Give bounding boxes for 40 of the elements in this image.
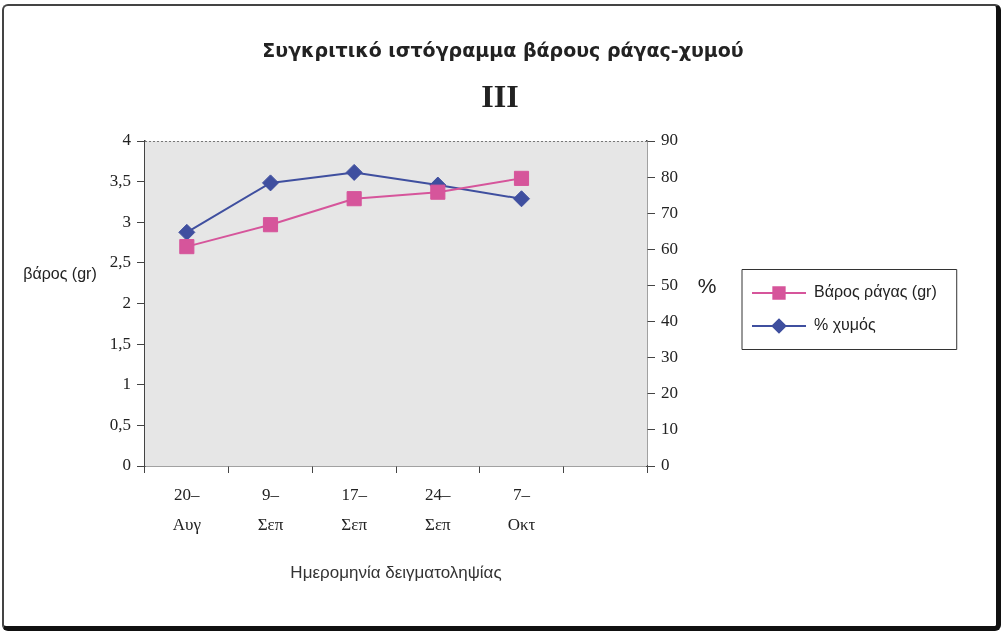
y-tick-label: 4 [122,130,132,150]
x-tick-label: 9– Σεπ [257,485,284,535]
y-tick-label: 2,5 [109,252,131,272]
chart-title: Συγκριτικό ιστόγραμμα βάρους ράγας-χυμού [262,38,744,61]
x-tick-label: 7– Οκτ [507,485,536,535]
legend-label: Βάρος ράγας (gr) [814,283,937,301]
y2-tick-label: 90 [661,130,678,150]
x-tick-label: 20– Αυγ [172,485,202,535]
y2-tick-label: 70 [661,202,678,222]
point [262,217,279,233]
point [345,163,363,181]
legend-label: % χυμός [814,316,876,334]
point [513,190,530,208]
y-tick-label: 1 [122,374,131,394]
point [178,223,196,241]
point [430,184,446,200]
y-tick-label: 0 [122,455,131,475]
y2-tick-label: 20 [661,383,678,403]
x-tick-label: 24– Σεπ [425,485,452,535]
point [513,170,530,186]
y-tick-label: 2 [122,292,131,312]
y2-tick-label: 0 [661,455,670,475]
y-tick-label: 3 [122,211,131,231]
point [262,174,279,192]
y-tick-label: 1,5 [109,333,131,353]
y2-tick-label: 10 [661,419,678,439]
y2-tick-label: 50 [661,274,678,294]
point [179,239,195,255]
x-axis-title: Ημερομηνία δειγματοληψίας [290,563,502,583]
y2-tick-label: 40 [661,311,678,331]
chart-subtitle: III [481,78,519,115]
y2-axis-title: % [697,273,717,297]
x-tick-label: 17– Σεπ [341,485,368,535]
y2-tick-label: 60 [661,238,678,258]
y-tick-label: 3,5 [109,171,131,191]
y2-tick-label: 80 [661,166,678,186]
y2-tick-label: 30 [661,347,678,367]
point [346,191,362,207]
y-axis-title: βάρος (gr) [23,265,97,283]
y-tick-label: 0,5 [109,414,131,434]
